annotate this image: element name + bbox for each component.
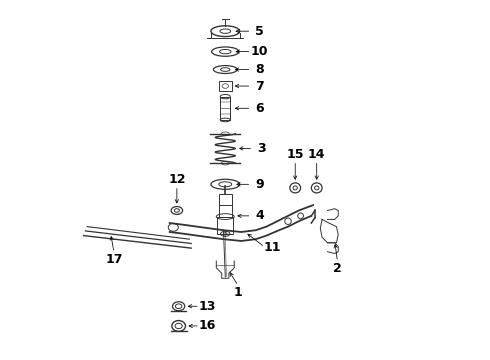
Text: 11: 11 [264, 240, 281, 253]
Text: 16: 16 [199, 319, 217, 332]
Text: 1: 1 [234, 286, 243, 299]
Text: 6: 6 [255, 102, 264, 115]
Polygon shape [320, 220, 338, 243]
Text: 14: 14 [308, 148, 325, 161]
Text: 13: 13 [199, 300, 217, 313]
Text: 17: 17 [105, 253, 123, 266]
Bar [220, 96, 230, 120]
Text: 10: 10 [250, 45, 268, 58]
Bar [219, 81, 232, 91]
Text: 12: 12 [168, 173, 186, 186]
Text: 9: 9 [255, 178, 264, 191]
Text: 8: 8 [255, 63, 264, 76]
Bar [218, 217, 233, 234]
Text: 5: 5 [255, 25, 264, 38]
Bar [219, 194, 232, 217]
Text: 7: 7 [255, 80, 264, 93]
Text: 2: 2 [333, 262, 342, 275]
Text: 15: 15 [287, 148, 304, 161]
Text: 4: 4 [255, 210, 264, 222]
Text: 3: 3 [257, 142, 266, 155]
